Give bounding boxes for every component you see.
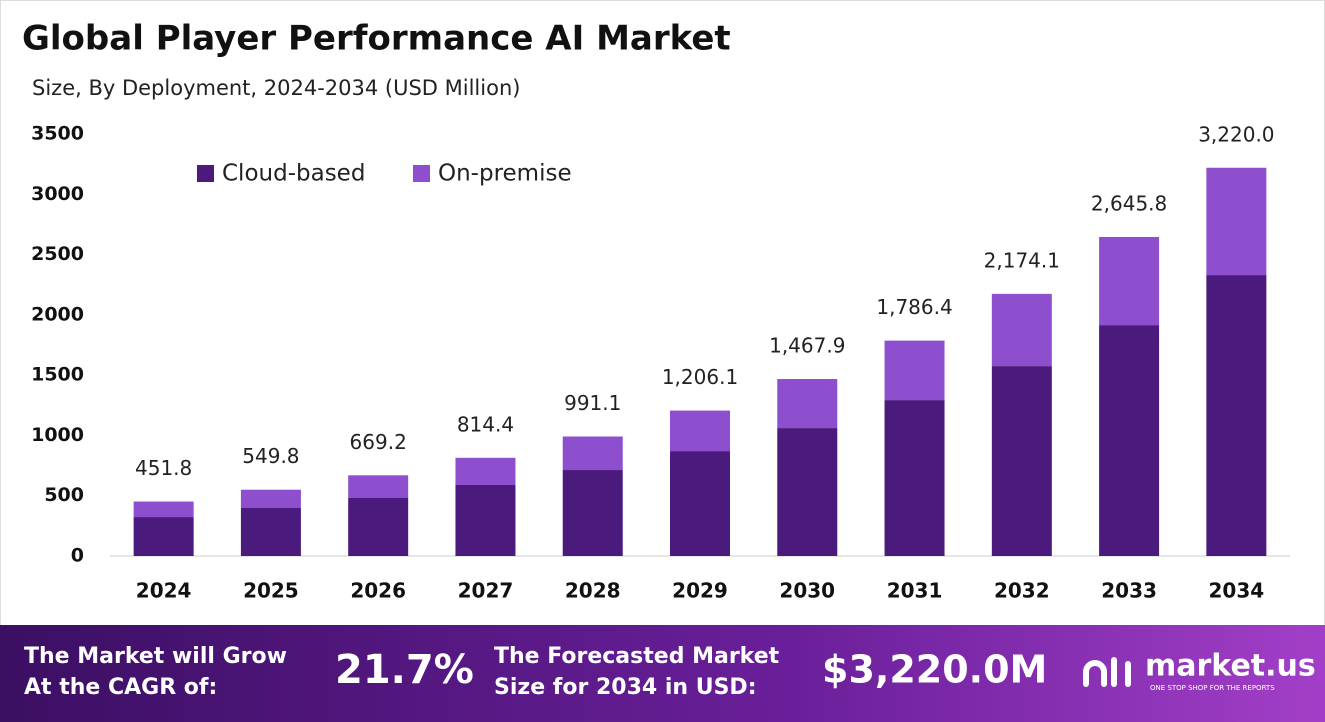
bar-segment — [777, 428, 838, 556]
y-tick-label: 1500 — [31, 364, 84, 386]
total-label: 2,645.8 — [1091, 191, 1167, 215]
x-tick-label: 2033 — [1101, 579, 1157, 603]
bar-segment — [991, 293, 1052, 367]
bar-segment — [240, 489, 301, 509]
bar-segment — [348, 498, 409, 556]
bar-segment — [1206, 167, 1267, 276]
legend-swatch — [197, 165, 214, 182]
total-label: 549.8 — [242, 444, 299, 468]
total-label: 1,206.1 — [662, 365, 738, 389]
x-tick-label: 2030 — [779, 579, 835, 603]
cagr-value: 21.7% — [335, 647, 474, 693]
bar-segment — [133, 517, 194, 556]
total-label: 814.4 — [457, 412, 514, 436]
x-tick-label: 2027 — [458, 579, 514, 603]
logo-icon — [1083, 657, 1131, 687]
x-tick-label: 2032 — [994, 579, 1050, 603]
y-tick-label: 0 — [71, 545, 84, 567]
x-tick-label: 2025 — [243, 579, 299, 603]
x-tick-label: 2031 — [887, 579, 943, 603]
total-label: 1,467.9 — [769, 334, 845, 358]
legend-label: Cloud-based — [222, 161, 365, 187]
bar-segment — [348, 475, 409, 499]
forecast-text: The Forecasted Market — [494, 644, 780, 669]
forecast-value: $3,220.0M — [822, 648, 1047, 692]
bar-segment — [670, 451, 730, 556]
y-tick-label: 2000 — [31, 303, 84, 325]
cagr-text: At the CAGR of: — [24, 675, 217, 700]
bar-segment — [240, 508, 301, 556]
cagr-text: The Market will Grow — [24, 644, 287, 669]
bar-segment — [455, 484, 516, 556]
bar-segment — [1099, 325, 1160, 556]
bar-segment — [562, 436, 623, 471]
y-tick-label: 500 — [44, 484, 84, 506]
chart-title: Global Player Performance AI Market — [22, 19, 731, 59]
logo: market.us — [1145, 649, 1316, 684]
bar-segment — [670, 410, 730, 452]
total-label: 2,174.1 — [984, 248, 1060, 272]
forecast-text: Size for 2034 in USD: — [494, 675, 757, 700]
legend-swatch — [413, 165, 430, 182]
total-label: 1,786.4 — [876, 295, 952, 319]
bar-segment — [884, 400, 945, 556]
bar-segment — [133, 501, 194, 518]
x-tick-label: 2034 — [1209, 579, 1265, 603]
bar-segment — [1206, 275, 1267, 556]
bar-segment — [562, 470, 623, 556]
bar-segment — [991, 366, 1052, 556]
x-tick-label: 2028 — [565, 579, 621, 603]
logo-tagline: ONE STOP SHOP FOR THE REPORTS — [1150, 684, 1275, 692]
bar-segment — [777, 379, 838, 429]
bar-segment — [455, 457, 516, 485]
total-label: 451.8 — [135, 456, 192, 480]
y-tick-label: 2500 — [31, 243, 84, 265]
bar-segment — [1099, 236, 1160, 326]
total-label: 669.2 — [350, 430, 407, 454]
legend-label: On-premise — [438, 161, 572, 187]
y-tick-label: 1000 — [31, 424, 84, 446]
x-tick-label: 2026 — [350, 579, 406, 603]
total-label: 991.1 — [564, 391, 621, 415]
x-tick-label: 2029 — [672, 579, 728, 603]
y-tick-label: 3000 — [31, 183, 84, 205]
x-tick-label: 2024 — [136, 579, 192, 603]
y-tick-label: 3500 — [31, 123, 84, 145]
chart-subtitle: Size, By Deployment, 2024-2034 (USD Mill… — [32, 76, 520, 100]
bar-segment — [884, 340, 945, 401]
total-label: 3,220.0 — [1198, 122, 1274, 146]
